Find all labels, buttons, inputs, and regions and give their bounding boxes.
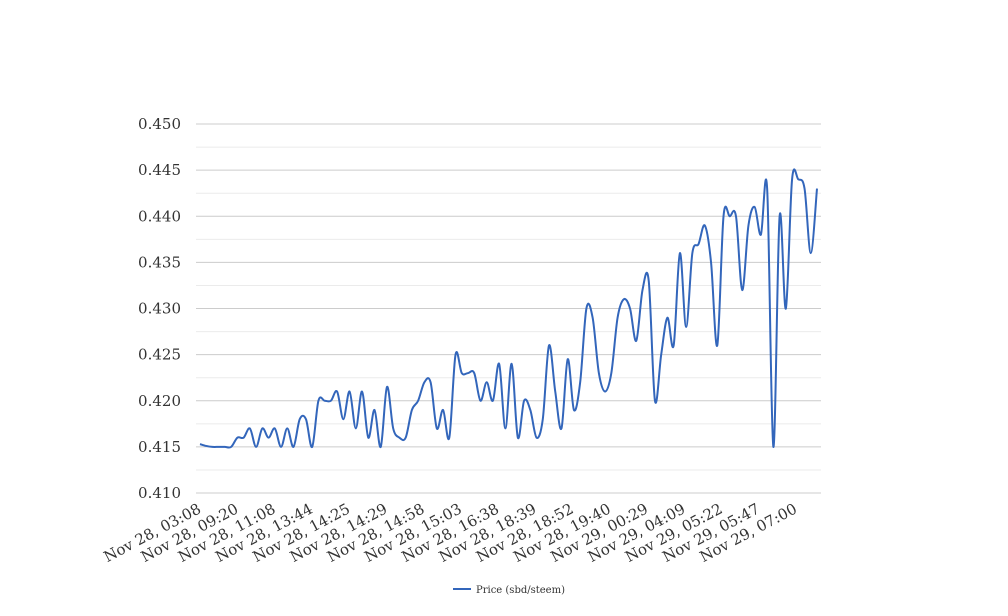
grid-lines — [196, 123, 821, 494]
y-tick-label: 0.425 — [138, 346, 181, 364]
y-tick-label: 0.415 — [138, 438, 181, 456]
y-tick-label: 0.450 — [138, 115, 181, 133]
y-tick-label: 0.420 — [138, 392, 181, 410]
y-tick-label: 0.440 — [138, 207, 181, 225]
y-axis-ticks: 0.410 0.415 0.420 0.425 0.430 0.435 0.440 0.445… — [138, 115, 181, 502]
y-tick-label: 0.445 — [138, 161, 181, 179]
y-tick-label: 0.435 — [138, 253, 181, 271]
series-line-0 — [199, 168, 818, 449]
series-layer — [199, 168, 818, 449]
y-tick-label: 0.410 — [138, 484, 181, 502]
legend: Price (sbd/steem) — [453, 585, 565, 596]
y-tick-label: 0.430 — [138, 300, 181, 318]
legend-label: Price (sbd/steem) — [476, 585, 565, 596]
